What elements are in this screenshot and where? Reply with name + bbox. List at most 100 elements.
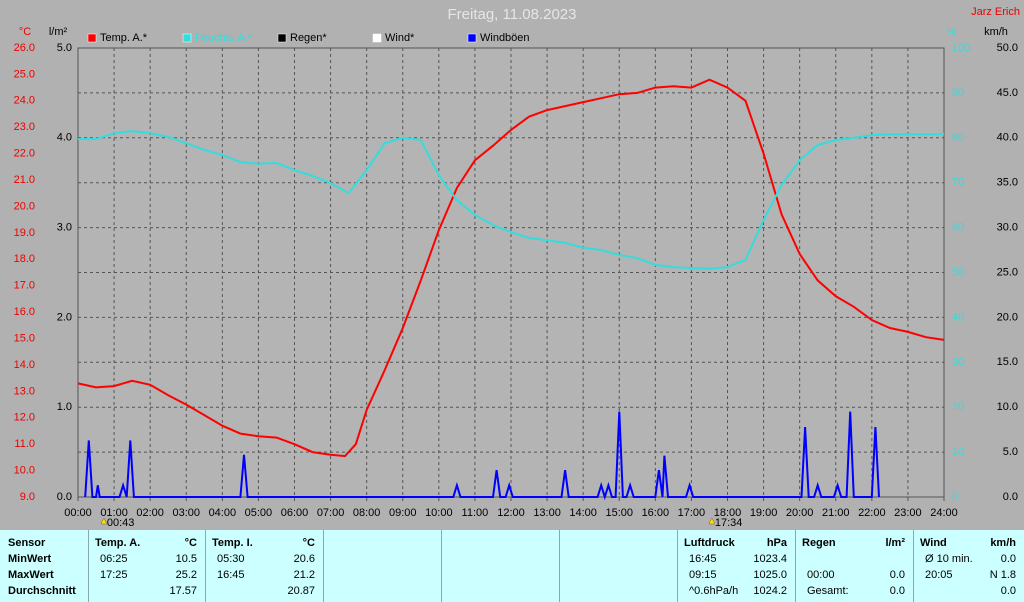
x-tick-label: 23:00 bbox=[894, 507, 922, 519]
table-cell: 0.0 bbox=[1000, 585, 1016, 597]
x-tick-label: 07:00 bbox=[317, 507, 345, 519]
y-tick-label: 21.0 bbox=[14, 174, 35, 186]
table-divider bbox=[205, 530, 206, 602]
table-cell: Luftdruck bbox=[684, 537, 735, 549]
table-cell: l/m² bbox=[885, 537, 905, 549]
time-marker-label: 00:43 bbox=[107, 517, 135, 529]
table-cell: 09:15 bbox=[689, 569, 717, 581]
y2-tick-label: 30 bbox=[952, 356, 964, 368]
table-cell: Wind bbox=[920, 537, 947, 549]
x-tick-label: 22:00 bbox=[858, 507, 886, 519]
legend-label: Wind* bbox=[385, 32, 415, 44]
legend-swatch bbox=[467, 33, 477, 43]
axis-title-wind: km/h bbox=[984, 26, 1008, 38]
legend-label: Temp. A.* bbox=[100, 32, 148, 44]
table-cell: 1023.4 bbox=[753, 553, 787, 565]
x-tick-label: 21:00 bbox=[822, 507, 850, 519]
y-tick-label: 11.0 bbox=[14, 438, 35, 450]
time-marker bbox=[708, 517, 716, 525]
y3-tick-label: 15.0 bbox=[997, 356, 1018, 368]
table-cell: hPa bbox=[766, 537, 787, 549]
y2-tick-label: 0 bbox=[952, 491, 958, 503]
table-cell: 1024.2 bbox=[753, 585, 787, 597]
y-tick-label: 23.0 bbox=[14, 121, 35, 133]
x-tick-label: 06:00 bbox=[281, 507, 309, 519]
x-tick-label: 16:00 bbox=[642, 507, 670, 519]
table-divider bbox=[795, 530, 796, 602]
y-tick-label: 10.0 bbox=[14, 464, 35, 476]
x-tick-label: 18:00 bbox=[714, 507, 742, 519]
y3-tick-label: 30.0 bbox=[997, 222, 1018, 234]
y-tick-label: 14.0 bbox=[14, 359, 35, 371]
x-tick-label: 00:00 bbox=[64, 507, 92, 519]
chart-title: Freitag, 11.08.2023 bbox=[448, 6, 577, 23]
y3-tick-label: 10.0 bbox=[997, 401, 1018, 413]
series-line bbox=[77, 78, 945, 458]
legend-swatch bbox=[372, 33, 382, 43]
axis-title-humidity: % bbox=[946, 26, 956, 38]
y-tick-label: 24.0 bbox=[14, 95, 35, 107]
table-cell: 00:00 bbox=[807, 569, 835, 581]
time-marker-label: 17:34 bbox=[715, 517, 743, 529]
y4-tick-label: 4.0 bbox=[57, 132, 72, 144]
axis-title-temp: °C bbox=[19, 26, 31, 38]
y2-tick-label: 60 bbox=[952, 222, 964, 234]
y2-tick-label: 80 bbox=[952, 132, 964, 144]
x-tick-label: 08:00 bbox=[353, 507, 381, 519]
table-cell: Ø 10 min. bbox=[925, 553, 973, 565]
table-cell: 16:45 bbox=[689, 553, 717, 565]
legend-label: Feuchte A.* bbox=[195, 32, 253, 44]
table-cell: 20.6 bbox=[293, 553, 315, 565]
table-cell: Regen bbox=[802, 537, 836, 549]
y-tick-label: 25.0 bbox=[14, 68, 35, 80]
table-cell: ^0.6hPa/h bbox=[689, 585, 739, 597]
y-tick-label: 13.0 bbox=[14, 385, 35, 397]
table-cell: 1025.0 bbox=[753, 569, 787, 581]
x-tick-label: 04:00 bbox=[209, 507, 237, 519]
table-cell: Gesamt: bbox=[807, 585, 849, 597]
table-cell: Durchschnitt bbox=[8, 585, 76, 597]
table-cell: MaxWert bbox=[8, 569, 54, 581]
table-cell: km/h bbox=[990, 537, 1016, 549]
table-cell: 17.57 bbox=[169, 585, 197, 597]
x-tick-label: 11:00 bbox=[462, 507, 489, 519]
y-tick-label: 12.0 bbox=[14, 412, 35, 424]
table-cell: 17:25 bbox=[100, 569, 128, 581]
author: Jarz Erich bbox=[971, 6, 1020, 18]
x-tick-label: 02:00 bbox=[136, 507, 164, 519]
table-cell: °C bbox=[302, 537, 315, 549]
y2-tick-label: 90 bbox=[952, 87, 964, 99]
legend-label: Regen* bbox=[290, 32, 327, 44]
x-tick-label: 17:00 bbox=[678, 507, 706, 519]
x-tick-label: 20:00 bbox=[786, 507, 814, 519]
stats-table: Sensor MinWert MaxWert Durchschnitt Temp. A.… bbox=[0, 530, 1024, 602]
y-tick-label: 20.0 bbox=[14, 200, 35, 212]
y3-tick-label: 20.0 bbox=[997, 311, 1018, 323]
y4-tick-label: 0.0 bbox=[57, 491, 72, 503]
x-tick-label: 14:00 bbox=[569, 507, 597, 519]
y-tick-label: 16.0 bbox=[14, 306, 35, 318]
y2-tick-label: 40 bbox=[952, 311, 964, 323]
y3-tick-label: 5.0 bbox=[1003, 446, 1018, 458]
table-cell: Temp. A. bbox=[95, 537, 141, 549]
table-divider bbox=[323, 530, 324, 602]
x-tick-label: 13:00 bbox=[533, 507, 561, 519]
table-cell: Sensor bbox=[8, 537, 46, 549]
table-cell: 20.87 bbox=[287, 585, 315, 597]
x-tick-label: 24:00 bbox=[930, 507, 958, 519]
chart: Freitag, 11.08.2023 Jarz Erich °C l/m² %… bbox=[14, 6, 1020, 529]
table-cell: 05:30 bbox=[217, 553, 245, 565]
table-cell: 0.0 bbox=[889, 569, 905, 581]
legend-swatch bbox=[277, 33, 287, 43]
y-tick-label: 26.0 bbox=[14, 42, 35, 54]
y-tick-label: 17.0 bbox=[14, 280, 35, 292]
x-tick-label: 05:00 bbox=[245, 507, 273, 519]
series-line bbox=[78, 130, 944, 270]
legend-swatch bbox=[87, 33, 97, 43]
legend-swatch bbox=[182, 33, 192, 43]
y4-tick-label: 5.0 bbox=[57, 42, 72, 54]
table-cell: °C bbox=[184, 537, 197, 549]
table-cell: 06:25 bbox=[100, 553, 128, 565]
x-tick-label: 01:00 bbox=[100, 507, 128, 519]
